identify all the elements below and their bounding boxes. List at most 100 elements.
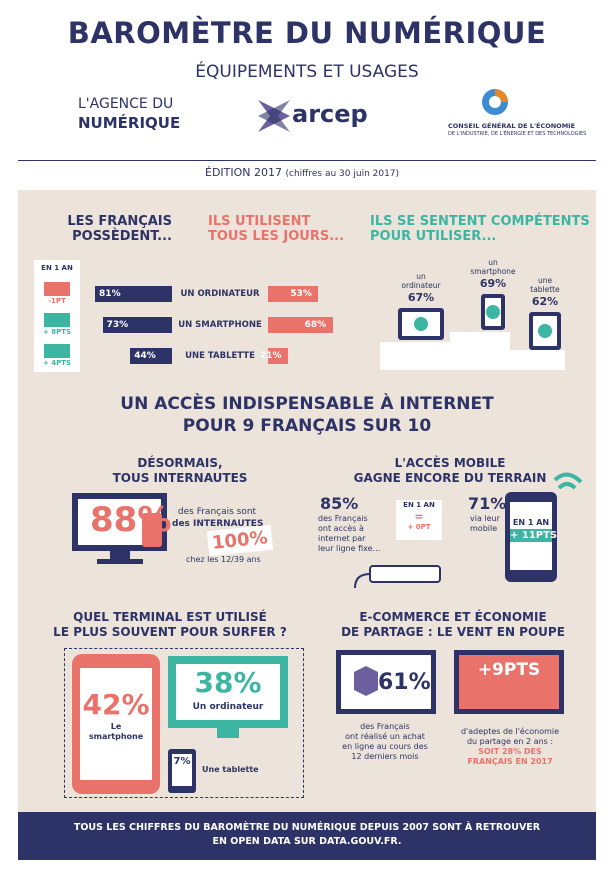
big-number: 88% <box>90 500 172 540</box>
skill-label: un <box>416 272 426 281</box>
line: TOUS LES JOURS... <box>208 229 345 244</box>
change-label: + 4PTS <box>42 359 72 367</box>
dashed-frame <box>64 648 304 798</box>
line: Le <box>110 722 122 731</box>
line: POUR 9 FRANÇAIS SUR 10 <box>182 416 432 436</box>
heading-own: LES FRANÇAIS POSSÈDENT... <box>62 214 172 244</box>
logo-text: NUMÉRIQUE <box>78 114 181 132</box>
line: DE PARTAGE : LE VENT EN POUPE <box>341 625 565 639</box>
skill-label: un <box>488 258 498 267</box>
change-badge: EN 1 AN + 11PTS <box>510 516 558 542</box>
line: leur ligne fixe... <box>318 544 381 553</box>
heading-daily: ILS UTILISENT TOUS LES JOURS... <box>208 214 344 244</box>
subtitle: ÉQUIPEMENTS ET USAGES <box>195 62 419 82</box>
line: LE PLUS SOUVENT POUR SURFER ? <box>53 625 287 639</box>
line: ILS UTILISENT <box>208 214 311 229</box>
bar-own <box>95 286 172 302</box>
text: des Français sont des INTERNAUTES <box>172 506 263 530</box>
line: DÉSORMAIS, <box>137 456 223 470</box>
line: ILS SE SENTENT COMPÉTENTS <box>370 214 590 229</box>
podium <box>380 332 565 370</box>
logo-text: arcep <box>292 100 368 128</box>
line: via leur <box>470 514 500 523</box>
line: L'ACCÈS MOBILE <box>394 456 506 470</box>
label: Un ordinateur <box>192 702 264 712</box>
monitor-icon <box>72 493 167 564</box>
text: via leur mobile <box>470 514 500 534</box>
line: + 0PT <box>407 523 431 531</box>
line: E-COMMERCE ET ÉCONOMIE <box>359 610 547 624</box>
line: UN ACCÈS INDISPENSABLE À INTERNET <box>120 394 494 414</box>
line: GAGNE ENCORE DU TERRAIN <box>353 471 547 485</box>
big-number: 61% <box>378 670 431 695</box>
bar-label: 68% <box>304 320 327 330</box>
change-title: EN 1 AN <box>41 264 73 272</box>
label: Le smartphone <box>80 722 152 742</box>
line: des Français <box>360 722 410 731</box>
line: ont réalisé un achat <box>345 732 425 741</box>
footer: TOUS LES CHIFFRES DU BAROMÈTRE DU NUMÉRI… <box>18 812 596 860</box>
line: TOUS LES CHIFFRES DU BAROMÈTRE DU NUMÉRI… <box>73 822 541 833</box>
big-number: 42% <box>82 688 150 721</box>
line: = <box>414 510 424 523</box>
text: des Français ont accès à internet par leur … <box>318 514 380 554</box>
skill-label: tablette <box>530 285 560 294</box>
bar-label: 21% <box>259 351 282 361</box>
big-number: 85% <box>320 494 359 513</box>
line: EN 1 AN <box>512 518 550 527</box>
logo-text: DE L'INDUSTRIE, DE L'ÉNERGIE ET DES TECH… <box>448 131 587 137</box>
change-badge: EN 1 AN = + 0PT <box>396 500 442 540</box>
change-icon <box>44 344 70 358</box>
change-label: -1PT <box>48 297 66 305</box>
change-label: + 8PTS <box>42 328 72 336</box>
bar-daily <box>268 286 319 302</box>
line: TOUS INTERNAUTES <box>112 471 248 485</box>
arcep-icon <box>258 100 290 132</box>
line: EN 1 AN <box>403 501 435 509</box>
device-icon <box>398 308 444 340</box>
device-label: UN SMARTPHONE <box>178 320 262 330</box>
line: EN OPEN DATA SUR DATA.GOUV.FR. <box>212 836 402 847</box>
line: en ligne au cours des <box>342 742 428 751</box>
edition: ÉDITION 2017 (chiffres au 30 juin 2017) <box>205 166 399 179</box>
logo-text: L'AGENCE DU <box>78 96 174 112</box>
skill-label: ordinateur <box>401 281 441 290</box>
line: 12 derniers mois <box>351 752 419 761</box>
block-title: QUEL TERMINAL EST UTILISÉ LE PLUS SOUVENT… <box>40 610 300 640</box>
skill-value: 67% <box>407 291 435 304</box>
devices-icon <box>72 654 288 794</box>
block-title: L'ACCÈS MOBILE GAGNE ENCORE DU TERRAIN <box>320 456 580 486</box>
line: du partage en 2 ans : <box>466 737 554 746</box>
block-title: E-COMMERCE ET ÉCONOMIE DE PARTAGE : LE VE… <box>318 610 588 640</box>
line: POUR UTILISER... <box>370 229 497 244</box>
text: chez les 12/39 ans <box>186 555 261 564</box>
big-number: +9PTS <box>477 660 541 680</box>
device-label: UN ORDINATEUR <box>180 289 260 299</box>
bar-label: 81% <box>99 289 121 299</box>
line: des Français <box>318 514 368 523</box>
line: LES FRANÇAIS <box>67 214 172 229</box>
line: QUEL TERMINAL EST UTILISÉ <box>73 610 267 624</box>
change-icon <box>44 313 70 327</box>
bar-label: 44% <box>134 351 156 361</box>
skill-label: une <box>537 276 553 285</box>
line: + 11PTS <box>510 529 558 542</box>
line: internet par <box>318 534 366 543</box>
section-title: UN ACCÈS INDISPENSABLE À INTERNET POUR 9 … <box>0 393 614 437</box>
line: mobile <box>470 524 498 533</box>
line: d'adeptes de l'économie <box>460 727 560 736</box>
line: POSSÈDENT... <box>72 229 172 244</box>
bar-daily <box>268 348 288 364</box>
bar-label: 73% <box>106 320 129 330</box>
change-icon <box>44 282 70 296</box>
skill-value: 62% <box>531 295 559 308</box>
block-title: DÉSORMAIS, TOUS INTERNAUTES <box>60 456 300 486</box>
heading-skill: ILS SE SENTENT COMPÉTENTS POUR UTILISER..… <box>370 214 590 244</box>
big-number: 71% <box>468 494 507 513</box>
bar-label: 53% <box>290 289 312 299</box>
check-icon <box>538 324 552 338</box>
text: des Français ont réalisé un achat en ligne… <box>320 722 450 762</box>
check-icon <box>414 317 428 331</box>
logo-text: CONSEIL GÉNÉRAL DE L'ÉCONOMIE <box>448 122 576 130</box>
